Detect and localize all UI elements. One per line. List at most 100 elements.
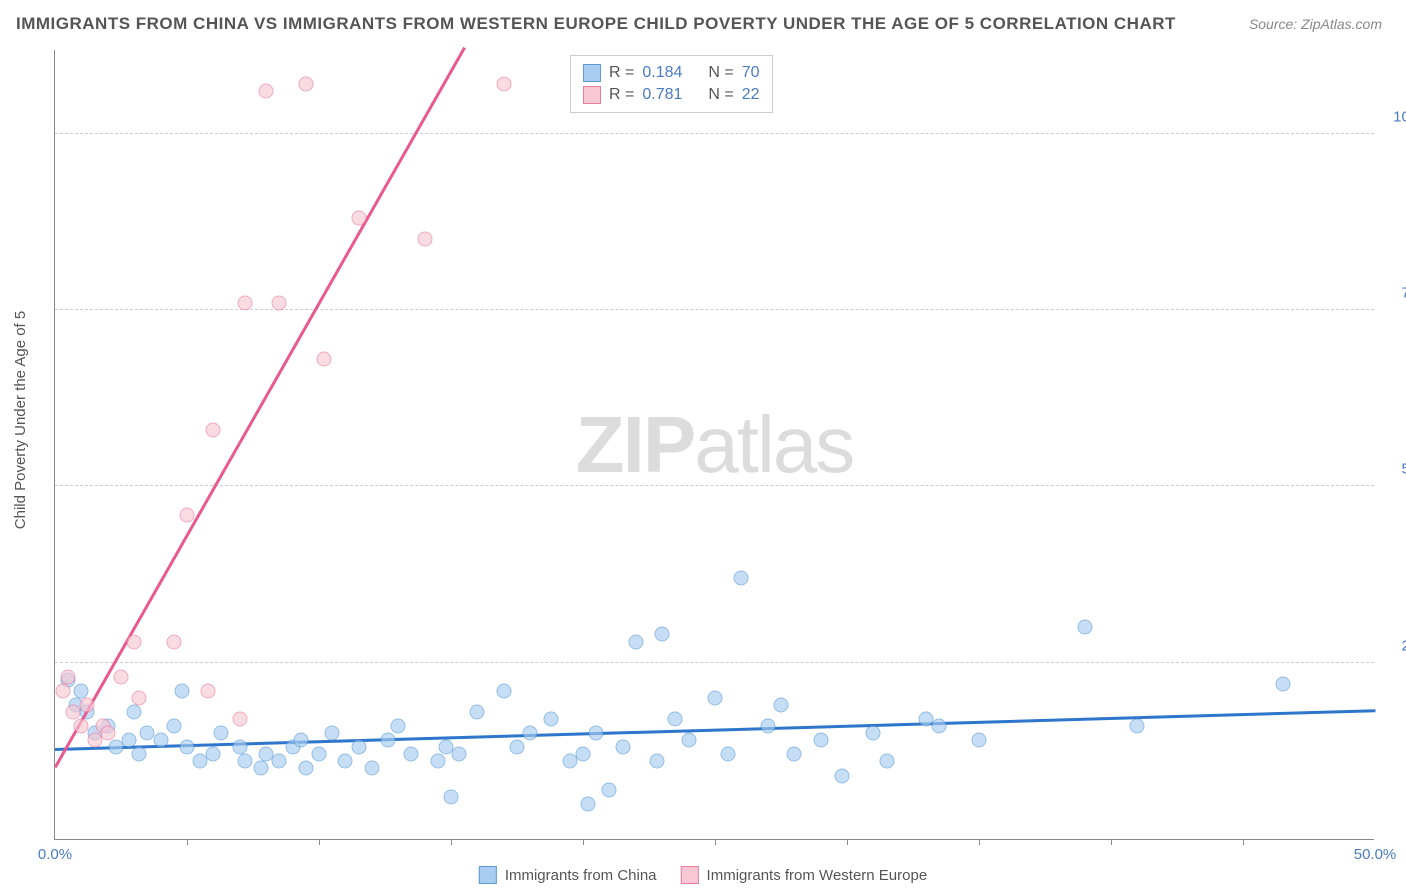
data-point [760,719,775,734]
data-point [100,726,115,741]
data-point [298,77,313,92]
r-label: R = [609,86,634,104]
x-tick-mark [451,839,452,845]
series-label: Immigrants from Western Europe [707,867,928,884]
data-point [834,768,849,783]
n-value: 70 [742,64,760,82]
legend-swatch [583,86,601,104]
data-point [523,726,538,741]
y-axis-label: Child Poverty Under the Age of 5 [12,311,29,529]
trend-line-china [55,710,1375,751]
data-point [496,77,511,92]
data-point [259,84,274,99]
data-point [681,733,696,748]
data-point [293,733,308,748]
legend-row-china: R =0.184N =70 [583,62,760,84]
data-point [451,747,466,762]
x-tick-mark [187,839,188,845]
x-tick-mark [715,839,716,845]
correlation-legend: R = 0.184 N = 70 R = 0.781 N = 22 [570,55,773,113]
data-point [201,683,216,698]
data-point [238,295,253,310]
data-point [272,295,287,310]
r-value: 0.184 [642,64,682,82]
data-point [312,747,327,762]
data-point [174,683,189,698]
legend-swatch [479,866,497,884]
data-point [1275,676,1290,691]
data-point [132,747,147,762]
data-point [1130,719,1145,734]
data-point [866,726,881,741]
legend-row-weurope: R = 0.781 N = 22 [583,84,760,106]
data-point [153,733,168,748]
data-point [787,747,802,762]
gridline [55,485,1374,486]
data-point [166,719,181,734]
data-point [430,754,445,769]
data-point [238,754,253,769]
n-label: N = [708,86,733,104]
data-point [510,740,525,755]
data-point [214,726,229,741]
data-point [298,761,313,776]
x-tick-mark [583,839,584,845]
data-point [253,761,268,776]
data-point [232,712,247,727]
y-tick-label: 75.0% [1384,284,1406,301]
data-point [121,733,136,748]
y-tick-label: 100.0% [1384,108,1406,125]
data-point [166,634,181,649]
r-value: 0.781 [642,86,682,104]
data-point [496,683,511,698]
gridline [55,133,1374,134]
data-point [879,754,894,769]
data-point [391,719,406,734]
data-point [972,733,987,748]
data-point [615,740,630,755]
x-tick-mark [1243,839,1244,845]
watermark: ZIPatlas [576,399,853,491]
data-point [668,712,683,727]
data-point [649,754,664,769]
n-value: 22 [742,86,760,104]
data-point [79,697,94,712]
data-point [127,634,142,649]
bottom-legend-item-china: Immigrants from China [479,866,657,884]
r-label: R = [609,64,634,82]
data-point [272,754,287,769]
data-point [114,669,129,684]
data-point [655,627,670,642]
data-point [576,747,591,762]
data-point [338,754,353,769]
data-point [444,789,459,804]
chart-area: ZIPatlas R =0.184N =70R =0.781N =22 25.0… [54,50,1374,840]
x-tick-mark [847,839,848,845]
gridline [55,662,1374,663]
data-point [74,719,89,734]
data-point [813,733,828,748]
data-point [351,211,366,226]
data-point [404,747,419,762]
trend-line-weurope [54,47,465,768]
x-tick-mark [319,839,320,845]
data-point [721,747,736,762]
data-point [127,705,142,720]
data-point [470,705,485,720]
bottom-legend-item-weurope: Immigrants from Western Europe [681,866,928,884]
data-point [317,352,332,367]
legend-swatch [583,64,601,82]
data-point [932,719,947,734]
data-point [581,796,596,811]
data-point [55,683,70,698]
series-label: Immigrants from China [505,867,657,884]
data-point [628,634,643,649]
x-tick-mark [979,839,980,845]
data-point [351,740,366,755]
data-point [602,782,617,797]
data-point [364,761,379,776]
data-point [206,422,221,437]
data-point [708,690,723,705]
data-point [544,712,559,727]
data-point [380,733,395,748]
